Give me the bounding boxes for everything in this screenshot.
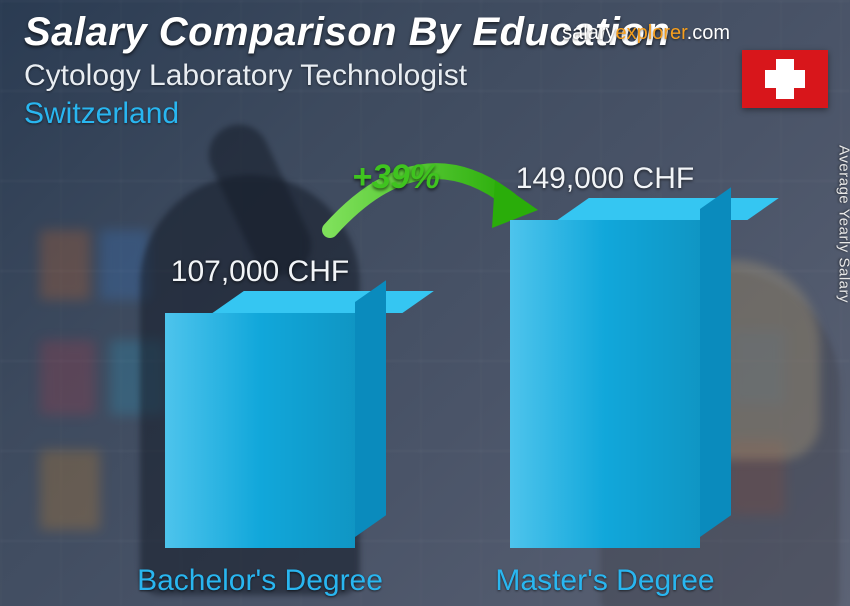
- bar-top: [212, 291, 433, 313]
- bar-value-label: 107,000 CHF: [110, 255, 410, 289]
- bar-top: [557, 198, 778, 220]
- bar-front: [165, 313, 355, 548]
- brand-suffix: .com: [687, 22, 730, 44]
- chart-subtitle: Cytology Laboratory Technologist: [24, 59, 826, 93]
- infographic-stage: Salary Comparison By Education Cytology …: [0, 0, 850, 606]
- swiss-flag-icon: [742, 50, 828, 108]
- bar-3d: [165, 313, 355, 548]
- bar-value-label: 149,000 CHF: [455, 162, 755, 196]
- chart-country: Switzerland: [24, 97, 826, 131]
- bar-1: 149,000 CHFMaster's Degree: [510, 220, 700, 548]
- brand-watermark: salaryexplorer.com: [562, 22, 730, 45]
- brand-prefix: salary: [562, 22, 615, 44]
- bar-category-label: Bachelor's Degree: [100, 564, 420, 598]
- percent-increase-label: +39%: [352, 158, 440, 197]
- y-axis-label: Average Yearly Salary: [836, 145, 850, 303]
- bar-side: [700, 187, 731, 537]
- brand-middle: explorer: [616, 22, 687, 44]
- bar-0: 107,000 CHFBachelor's Degree: [165, 313, 355, 548]
- bar-3d: [510, 220, 700, 548]
- bar-category-label: Master's Degree: [445, 564, 765, 598]
- bar-side: [355, 280, 386, 537]
- flag-cross-horizontal: [765, 70, 805, 88]
- bar-front: [510, 220, 700, 548]
